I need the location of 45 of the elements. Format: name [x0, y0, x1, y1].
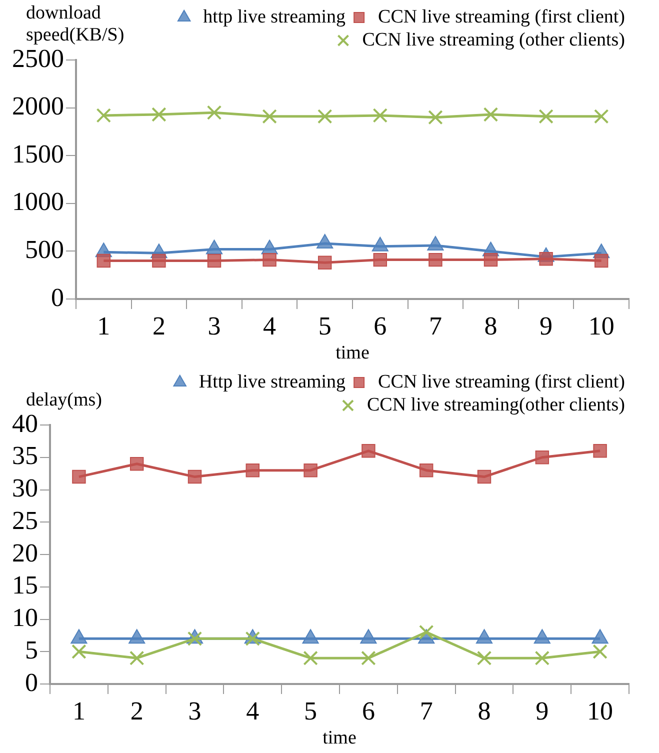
y-axis-title: delay(ms): [26, 389, 102, 410]
y-tick-label: 1000: [12, 187, 64, 216]
legend-label: CCN live streaming(other clients): [366, 394, 626, 416]
x-tick-label: 9: [540, 311, 553, 340]
y-tick-label: 35: [12, 441, 38, 470]
x-tick-label: 4: [263, 311, 276, 340]
x-tick-label: 5: [318, 311, 332, 340]
y-tick-label: 15: [12, 570, 38, 600]
legend-label: http live streaming: [203, 6, 346, 28]
y-tick-label: 5: [25, 635, 38, 664]
x-tick-label: 1: [97, 311, 110, 340]
y-tick-label: 40: [12, 408, 38, 438]
y-tick-label: 0: [51, 282, 64, 312]
y-tick-label: 30: [12, 474, 38, 503]
x-tick-label: 6: [362, 696, 375, 726]
y-axis-title: download speed(KB/S): [26, 2, 124, 46]
x-tick-label: 2: [152, 311, 166, 340]
x-tick-label: 8: [484, 311, 498, 340]
y-tick-label: 0: [25, 668, 38, 697]
y-tick-label: 20: [12, 538, 38, 568]
x-tick-label: 8: [478, 696, 491, 726]
x-axis-title: time: [322, 728, 356, 749]
legend-label: CCN live streaming (first client): [378, 371, 626, 392]
x-tick-label: 7: [420, 696, 433, 726]
legend-label: CCN live streaming (first client): [378, 6, 626, 28]
x-axis-title: time: [336, 342, 370, 364]
y-tick-label: 2000: [12, 92, 64, 121]
x-tick-label: 6: [374, 311, 387, 340]
x-tick-label: 10: [587, 696, 614, 726]
x-tick-label: 5: [304, 696, 318, 726]
x-tick-label: 3: [188, 696, 202, 726]
x-tick-label: 4: [246, 696, 260, 726]
x-tick-label: 7: [428, 311, 442, 340]
legend-label: Http live streaming: [198, 371, 346, 392]
y-tick-label: 2500: [12, 44, 64, 73]
x-tick-label: 9: [536, 696, 549, 726]
x-tick-label: 3: [208, 311, 221, 340]
y-tick-label: 500: [25, 235, 64, 264]
y-tick-label: 1500: [12, 139, 64, 168]
x-tick-label: 1: [72, 696, 86, 726]
y-tick-label: 10: [12, 603, 38, 632]
x-tick-label: 10: [588, 311, 614, 340]
legend-label: CCN live streaming (other clients): [362, 29, 626, 50]
x-tick-label: 2: [130, 696, 144, 726]
y-tick-label: 25: [12, 506, 38, 535]
